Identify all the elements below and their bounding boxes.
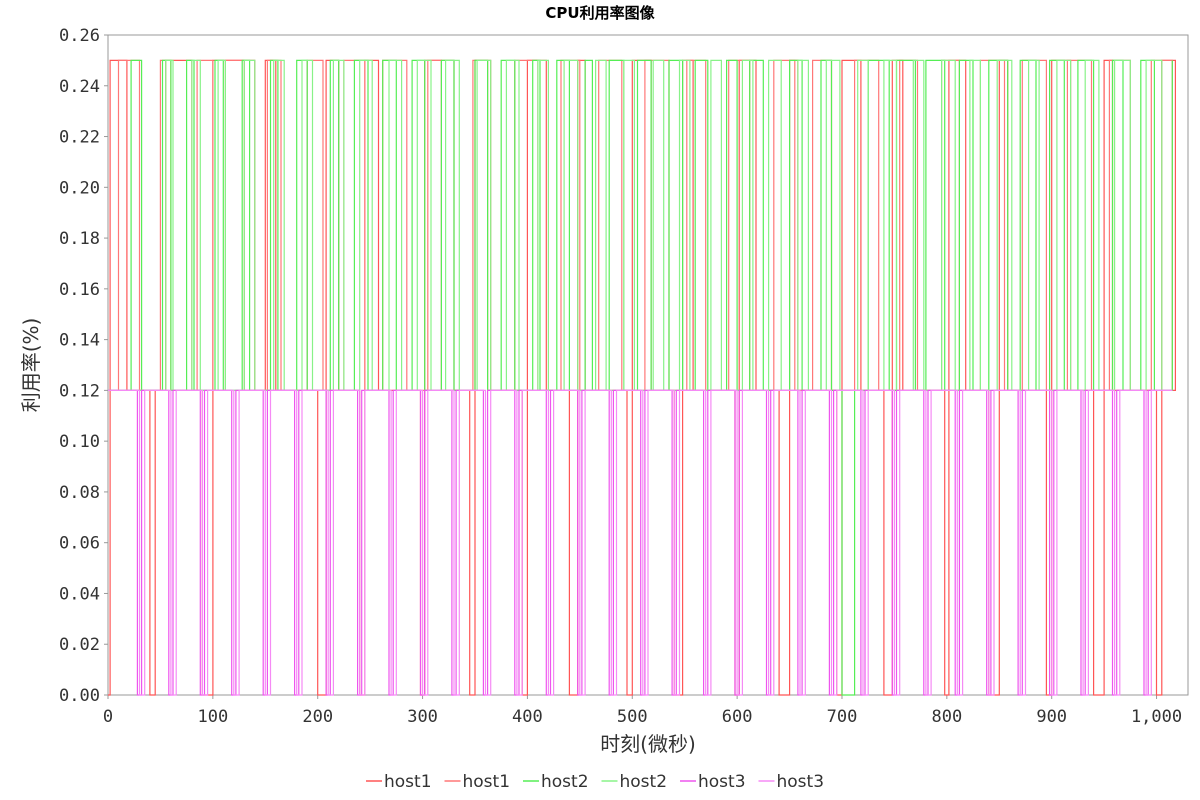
y-tick-label: 0.20: [59, 178, 100, 198]
y-tick-label: 0.00: [59, 686, 100, 706]
y-tick-label: 0.24: [59, 77, 100, 97]
y-tick-label: 0.02: [59, 635, 100, 655]
x-axis-title: 时刻(微秒): [600, 732, 696, 756]
y-axis: 0.00 0.02 0.04 0.06 0.08 0.10 0.12 0.14 0.16 0.18…: [59, 26, 108, 706]
legend-label: host1: [463, 772, 511, 792]
x-tick-label: 1,000: [1131, 707, 1182, 727]
y-tick-label: 0.12: [59, 381, 100, 401]
x-tick-label: 200: [302, 707, 333, 727]
x-tick-label: 600: [722, 707, 753, 727]
y-tick-label: 0.14: [59, 331, 100, 351]
legend-label: host3: [698, 772, 746, 792]
y-tick-label: 0.10: [59, 432, 100, 452]
y-tick-label: 0.04: [59, 584, 100, 604]
x-tick-label: 700: [827, 707, 858, 727]
legend: host1 host1 host2 host2 host3 host3: [366, 772, 824, 792]
y-tick-label: 0.18: [59, 229, 100, 249]
x-tick-label: 900: [1036, 707, 1067, 727]
chart-title: CPU利用率图像: [545, 4, 655, 22]
x-tick-label: 800: [931, 707, 962, 727]
x-tick-label: 500: [617, 707, 648, 727]
series-line-host3-6: [108, 389, 1173, 696]
y-axis-title: 利用率(%): [19, 318, 43, 413]
x-tick-label: 300: [407, 707, 438, 727]
y-tick-label: 0.08: [59, 483, 100, 503]
legend-label: host1: [384, 772, 432, 792]
legend-label: host3: [777, 772, 825, 792]
series-line-host2-4: [108, 59, 1173, 391]
y-tick-label: 0.26: [59, 26, 100, 46]
y-tick-label: 0.22: [59, 128, 100, 148]
y-tick-label: 0.06: [59, 534, 100, 554]
x-tick-label: 100: [197, 707, 228, 727]
series-group: [108, 59, 1176, 696]
x-tick-label: 400: [512, 707, 543, 727]
legend-label: host2: [541, 772, 589, 792]
y-tick-label: 0.16: [59, 280, 100, 300]
x-tick-label: 0: [103, 707, 113, 727]
x-axis: 0 100 200 300 400 500 600 700 800 900 1,000: [103, 694, 1188, 727]
legend-label: host2: [620, 772, 668, 792]
